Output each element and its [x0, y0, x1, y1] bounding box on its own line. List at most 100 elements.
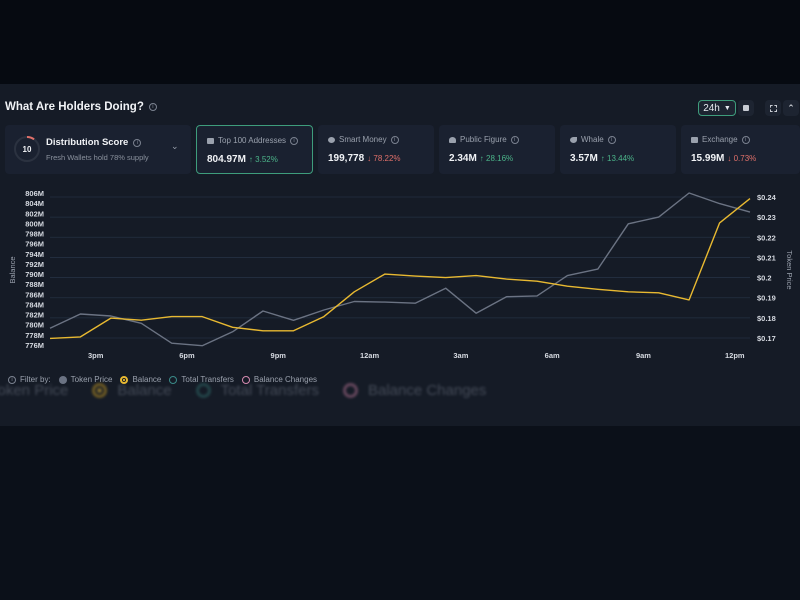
left-axis-title: Balance	[8, 256, 17, 283]
blurred-total-transfers: Total Transfers	[220, 382, 319, 399]
legend-token-price[interactable]: Token Price	[70, 375, 113, 384]
card-value: 2.34M	[449, 153, 477, 164]
left-axis-tick-label: 790M	[25, 270, 44, 279]
card-label: Exchange	[702, 135, 738, 144]
right-axis-tick-label: $0.17	[757, 334, 776, 343]
page-backdrop	[0, 0, 800, 84]
card-exchange[interactable]: Exchange i 15.99M ↓ 0.73%	[681, 125, 800, 174]
expand-icon	[769, 104, 777, 112]
info-icon[interactable]: i	[133, 138, 142, 147]
left-axis-tick-label: 792M	[25, 260, 44, 269]
collapse-button[interactable]: ⌃	[783, 100, 799, 116]
token-price-line	[49, 192, 751, 347]
left-axis-tick-label: 784M	[25, 300, 44, 309]
token-price-legend-dot[interactable]	[58, 375, 67, 384]
left-axis-tick-label: 776M	[25, 341, 44, 350]
calendar-icon	[743, 105, 749, 111]
whale-icon	[570, 136, 577, 143]
left-axis-tick-label: 786M	[25, 290, 44, 299]
left-axis-tick-label: 806M	[25, 189, 44, 198]
page-backdrop-bottom	[0, 426, 800, 600]
bank-icon	[691, 136, 698, 143]
left-axis-tick-label: 788M	[25, 280, 44, 289]
balance-changes-legend-dot[interactable]	[241, 375, 250, 384]
info-icon[interactable]: i	[510, 135, 519, 144]
card-value: 15.99M	[691, 153, 725, 164]
right-axis-tick-label: $0.23	[757, 213, 776, 222]
caret-down-icon: ▼	[723, 104, 731, 112]
info-icon[interactable]: i	[148, 103, 157, 111]
left-axis-tick-label: 796M	[25, 240, 44, 249]
balance-legend-dot[interactable]	[120, 375, 129, 384]
distribution-score-card[interactable]: 10 Distribution Score i Fresh Wallets ho…	[5, 125, 191, 174]
card-label: Smart Money	[339, 135, 387, 144]
timeframe-value: 24h	[703, 102, 720, 114]
score-gauge-fill	[14, 136, 40, 162]
card-whale[interactable]: Whale i 3.57M ↑ 13.44%	[560, 125, 676, 174]
right-axis-title: Token Price	[785, 250, 794, 289]
card-label: Public Figure	[460, 135, 507, 144]
x-axis-tick-label: 3am	[453, 351, 468, 360]
holders-chart[interactable]: $0.17 $0.18 $0.19 $0.2 $0.21 $0.22 $0.23 $0.24 7…	[0, 180, 800, 370]
distribution-subtitle: Fresh Wallets hold 78% supply	[46, 153, 149, 162]
legend-total-transfers[interactable]: Total Transfers	[181, 375, 234, 384]
balance-line	[49, 198, 751, 340]
left-axis-tick-label: 798M	[25, 230, 44, 239]
info-icon[interactable]: i	[741, 135, 750, 144]
chart-legend: i Filter by: Token Price Balance Total T…	[8, 375, 317, 384]
card-change: ↓ 78.22%	[367, 154, 401, 163]
card-top-100-addresses[interactable]: Top 100 Addresses i 804.97M ↑ 3.52%	[196, 125, 313, 174]
person-icon	[449, 136, 456, 143]
score-gauge: 10	[14, 136, 40, 162]
left-axis-tick-label: 780M	[25, 321, 44, 330]
x-axis-tick-label: 6am	[545, 351, 560, 360]
card-public-figure[interactable]: Public Figure i 2.34M ↑ 28.16%	[439, 125, 555, 174]
left-axis-tick-label: 802M	[25, 209, 44, 218]
legend-balance-changes[interactable]: Balance Changes	[253, 375, 318, 384]
x-axis-tick-label: 3pm	[88, 351, 104, 360]
card-value: 3.57M	[570, 153, 598, 164]
brain-icon	[328, 136, 335, 143]
blurred-balance-changes: Balance Changes	[367, 382, 487, 399]
x-axis-tick-label: 9am	[636, 351, 651, 360]
left-axis-tick-label: 800M	[25, 219, 44, 228]
calendar-button[interactable]	[738, 100, 754, 116]
left-axis-tick-label: 778M	[25, 331, 44, 340]
filter-label: Filter by:	[20, 375, 51, 384]
chevron-up-icon: ⌃	[787, 102, 795, 113]
chevron-down-icon[interactable]: ⌄	[171, 141, 179, 151]
info-icon[interactable]: i	[607, 135, 616, 144]
blurred-transfers-dot	[195, 383, 211, 398]
x-axis-tick-label: 6pm	[179, 351, 195, 360]
x-axis-tick-label: 12pm	[725, 351, 745, 360]
blurred-changes-dot	[342, 383, 358, 398]
right-axis-tick-label: $0.24	[757, 193, 777, 202]
right-axis-tick-label: $0.19	[757, 294, 776, 303]
x-axis-tick-label: 9pm	[271, 351, 287, 360]
blurred-balance-dot	[92, 383, 108, 398]
timeframe-dropdown[interactable]: 24h ▼	[698, 100, 736, 116]
right-axis-tick-label: $0.18	[757, 314, 776, 323]
card-smart-money[interactable]: Smart Money i 199,778 ↓ 78.22%	[318, 125, 434, 174]
total-transfers-legend-dot[interactable]	[169, 375, 178, 384]
left-axis-tick-label: 782M	[25, 311, 44, 320]
blurred-balance: Balance	[117, 382, 172, 399]
panel-title-text: What Are Holders Doing?	[5, 101, 144, 113]
card-value: 199,778	[328, 153, 365, 164]
fullscreen-button[interactable]	[765, 100, 781, 116]
card-change: ↑ 3.52%	[248, 155, 278, 164]
info-icon: i	[8, 375, 16, 384]
info-icon[interactable]: i	[390, 135, 399, 144]
right-axis-tick-label: $0.21	[757, 253, 776, 262]
legend-balance[interactable]: Balance	[132, 375, 162, 384]
right-axis-tick-label: $0.22	[757, 233, 776, 242]
card-value: 804.97M	[207, 154, 246, 165]
card-label: Whale	[581, 135, 604, 144]
card-change: ↓ 0.73%	[727, 154, 757, 163]
left-axis-tick-label: 794M	[25, 250, 44, 259]
info-icon[interactable]: i	[290, 136, 299, 145]
blurred-token-price: Token Price	[0, 382, 69, 399]
x-axis-tick-label: 12am	[360, 351, 380, 360]
card-change: ↑ 28.16%	[479, 154, 514, 163]
distribution-score-label: Distribution Score	[46, 137, 129, 148]
